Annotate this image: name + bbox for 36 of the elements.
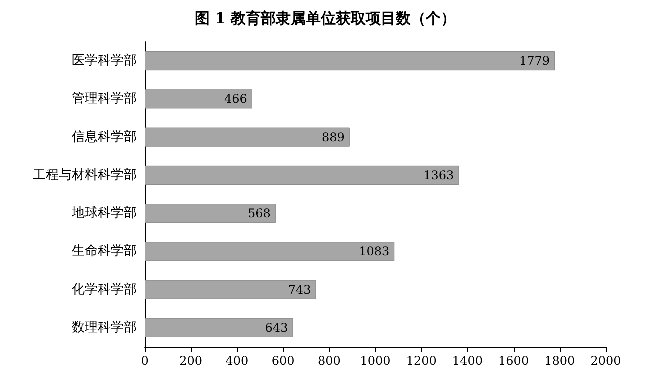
data-label: 1363 <box>424 168 454 182</box>
y-tick-label: 管理科学部 <box>72 92 137 107</box>
bar <box>145 280 316 300</box>
bar <box>145 318 294 338</box>
x-tick-label: 1800 <box>544 354 576 368</box>
x-tick-label: 1600 <box>498 354 530 368</box>
y-tick-label: 信息科学部 <box>72 130 137 145</box>
x-tick-label: 0 <box>141 354 149 368</box>
bar <box>145 128 350 147</box>
x-tick-label: 600 <box>272 354 295 368</box>
y-tick-label: 化学科学部 <box>72 282 137 298</box>
x-tick-label: 200 <box>180 354 203 368</box>
data-label: 743 <box>288 282 312 297</box>
data-label: 1779 <box>520 54 550 68</box>
bar <box>145 90 252 109</box>
data-label: 643 <box>265 320 288 335</box>
bar <box>145 166 460 185</box>
x-tick-label: 400 <box>226 354 249 368</box>
x-tick-label: 1200 <box>406 354 437 368</box>
y-tick-label: 工程与材料科学部 <box>33 168 137 183</box>
data-label: 466 <box>224 92 248 106</box>
data-label: 1083 <box>359 244 390 259</box>
x-tick-label: 1000 <box>360 354 391 368</box>
x-tick-label: 800 <box>318 354 341 368</box>
x-tick-label: 1400 <box>452 354 483 368</box>
data-label: 889 <box>322 130 345 144</box>
y-tick-label: 数理科学部 <box>72 320 137 336</box>
chart-title: 图 1 教育部隶属单位获取项目数（个） <box>195 10 456 28</box>
y-tick-label: 生命科学部 <box>72 244 137 260</box>
bar <box>145 52 556 71</box>
x-tick-label: 2000 <box>590 354 622 368</box>
y-tick-label: 医学科学部 <box>72 54 137 69</box>
data-label: 568 <box>248 206 271 221</box>
y-tick-label: 地球科学部 <box>71 206 137 222</box>
bar <box>145 204 276 224</box>
bar <box>145 242 395 262</box>
